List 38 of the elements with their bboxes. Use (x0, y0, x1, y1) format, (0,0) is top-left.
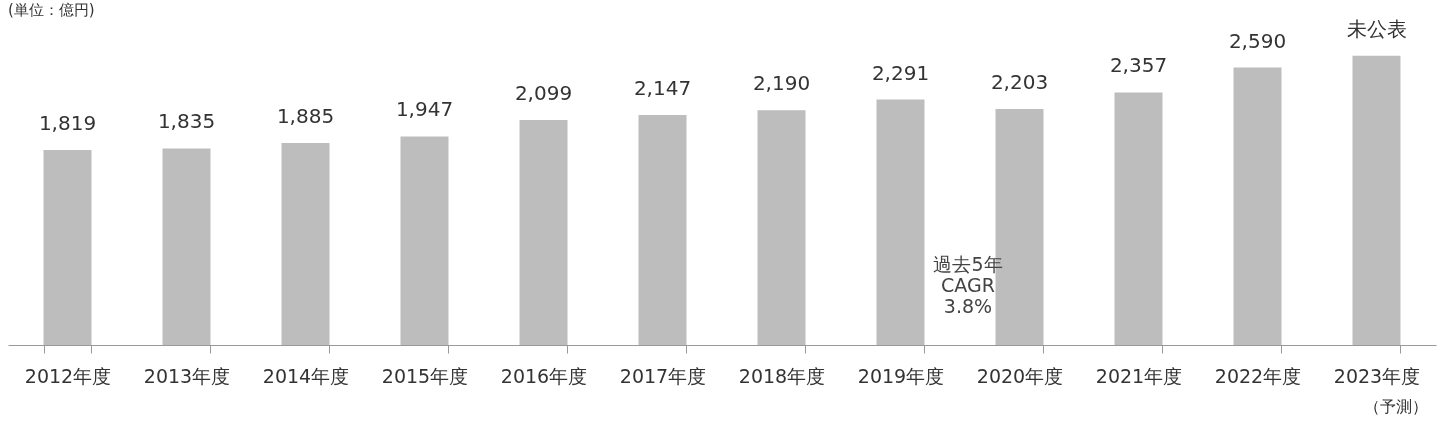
bar (43, 150, 92, 345)
bar (519, 120, 568, 345)
data-label: 1,819 (38, 111, 97, 136)
annotation: 過去5年 CAGR 3.8% (933, 253, 1003, 317)
data-label: 2,190 (752, 71, 811, 96)
text: （予測） (1364, 397, 1428, 416)
bar (400, 136, 449, 345)
x-tick-label: 2018年度 (738, 364, 826, 387)
x-tick-label: 2019年度 (857, 364, 945, 387)
data-label: 2,147 (633, 75, 692, 100)
x-tick-label: 2015年度 (381, 364, 469, 387)
data-label: 2,590 (1228, 28, 1287, 53)
data-label: 2,099 (514, 81, 573, 106)
bar (1352, 55, 1401, 345)
x-tick-label: 2014年度 (262, 364, 350, 387)
data-label: 2,291 (871, 60, 930, 85)
bar (757, 110, 806, 345)
bar (281, 143, 330, 345)
bar (876, 99, 925, 345)
x-tick-label: 2012年度 (24, 364, 112, 387)
bar (1114, 92, 1163, 345)
x-tick-label: 2017年度 (619, 364, 707, 387)
x-tick-label: 2022年度 (1214, 364, 1302, 387)
data-label: 2,203 (990, 69, 1049, 94)
data-label: 1,835 (157, 109, 216, 134)
bar (1233, 67, 1282, 345)
bar (638, 114, 687, 345)
text: (単位：億円) (8, 1, 95, 19)
x-tick-label: 2013年度 (143, 364, 231, 387)
x-tick-label: 2021年度 (1095, 364, 1183, 387)
x-tick-label: 2016年度 (500, 364, 588, 387)
bar (162, 148, 211, 345)
data-label: 1,885 (276, 104, 335, 129)
data-label: 2,357 (1109, 53, 1168, 78)
x-tick-label: 2020年度 (976, 364, 1064, 387)
data-label: 未公表 (1346, 16, 1407, 41)
x-tick-label: 2023年度 (1333, 364, 1421, 387)
data-label: 1,947 (395, 97, 454, 122)
